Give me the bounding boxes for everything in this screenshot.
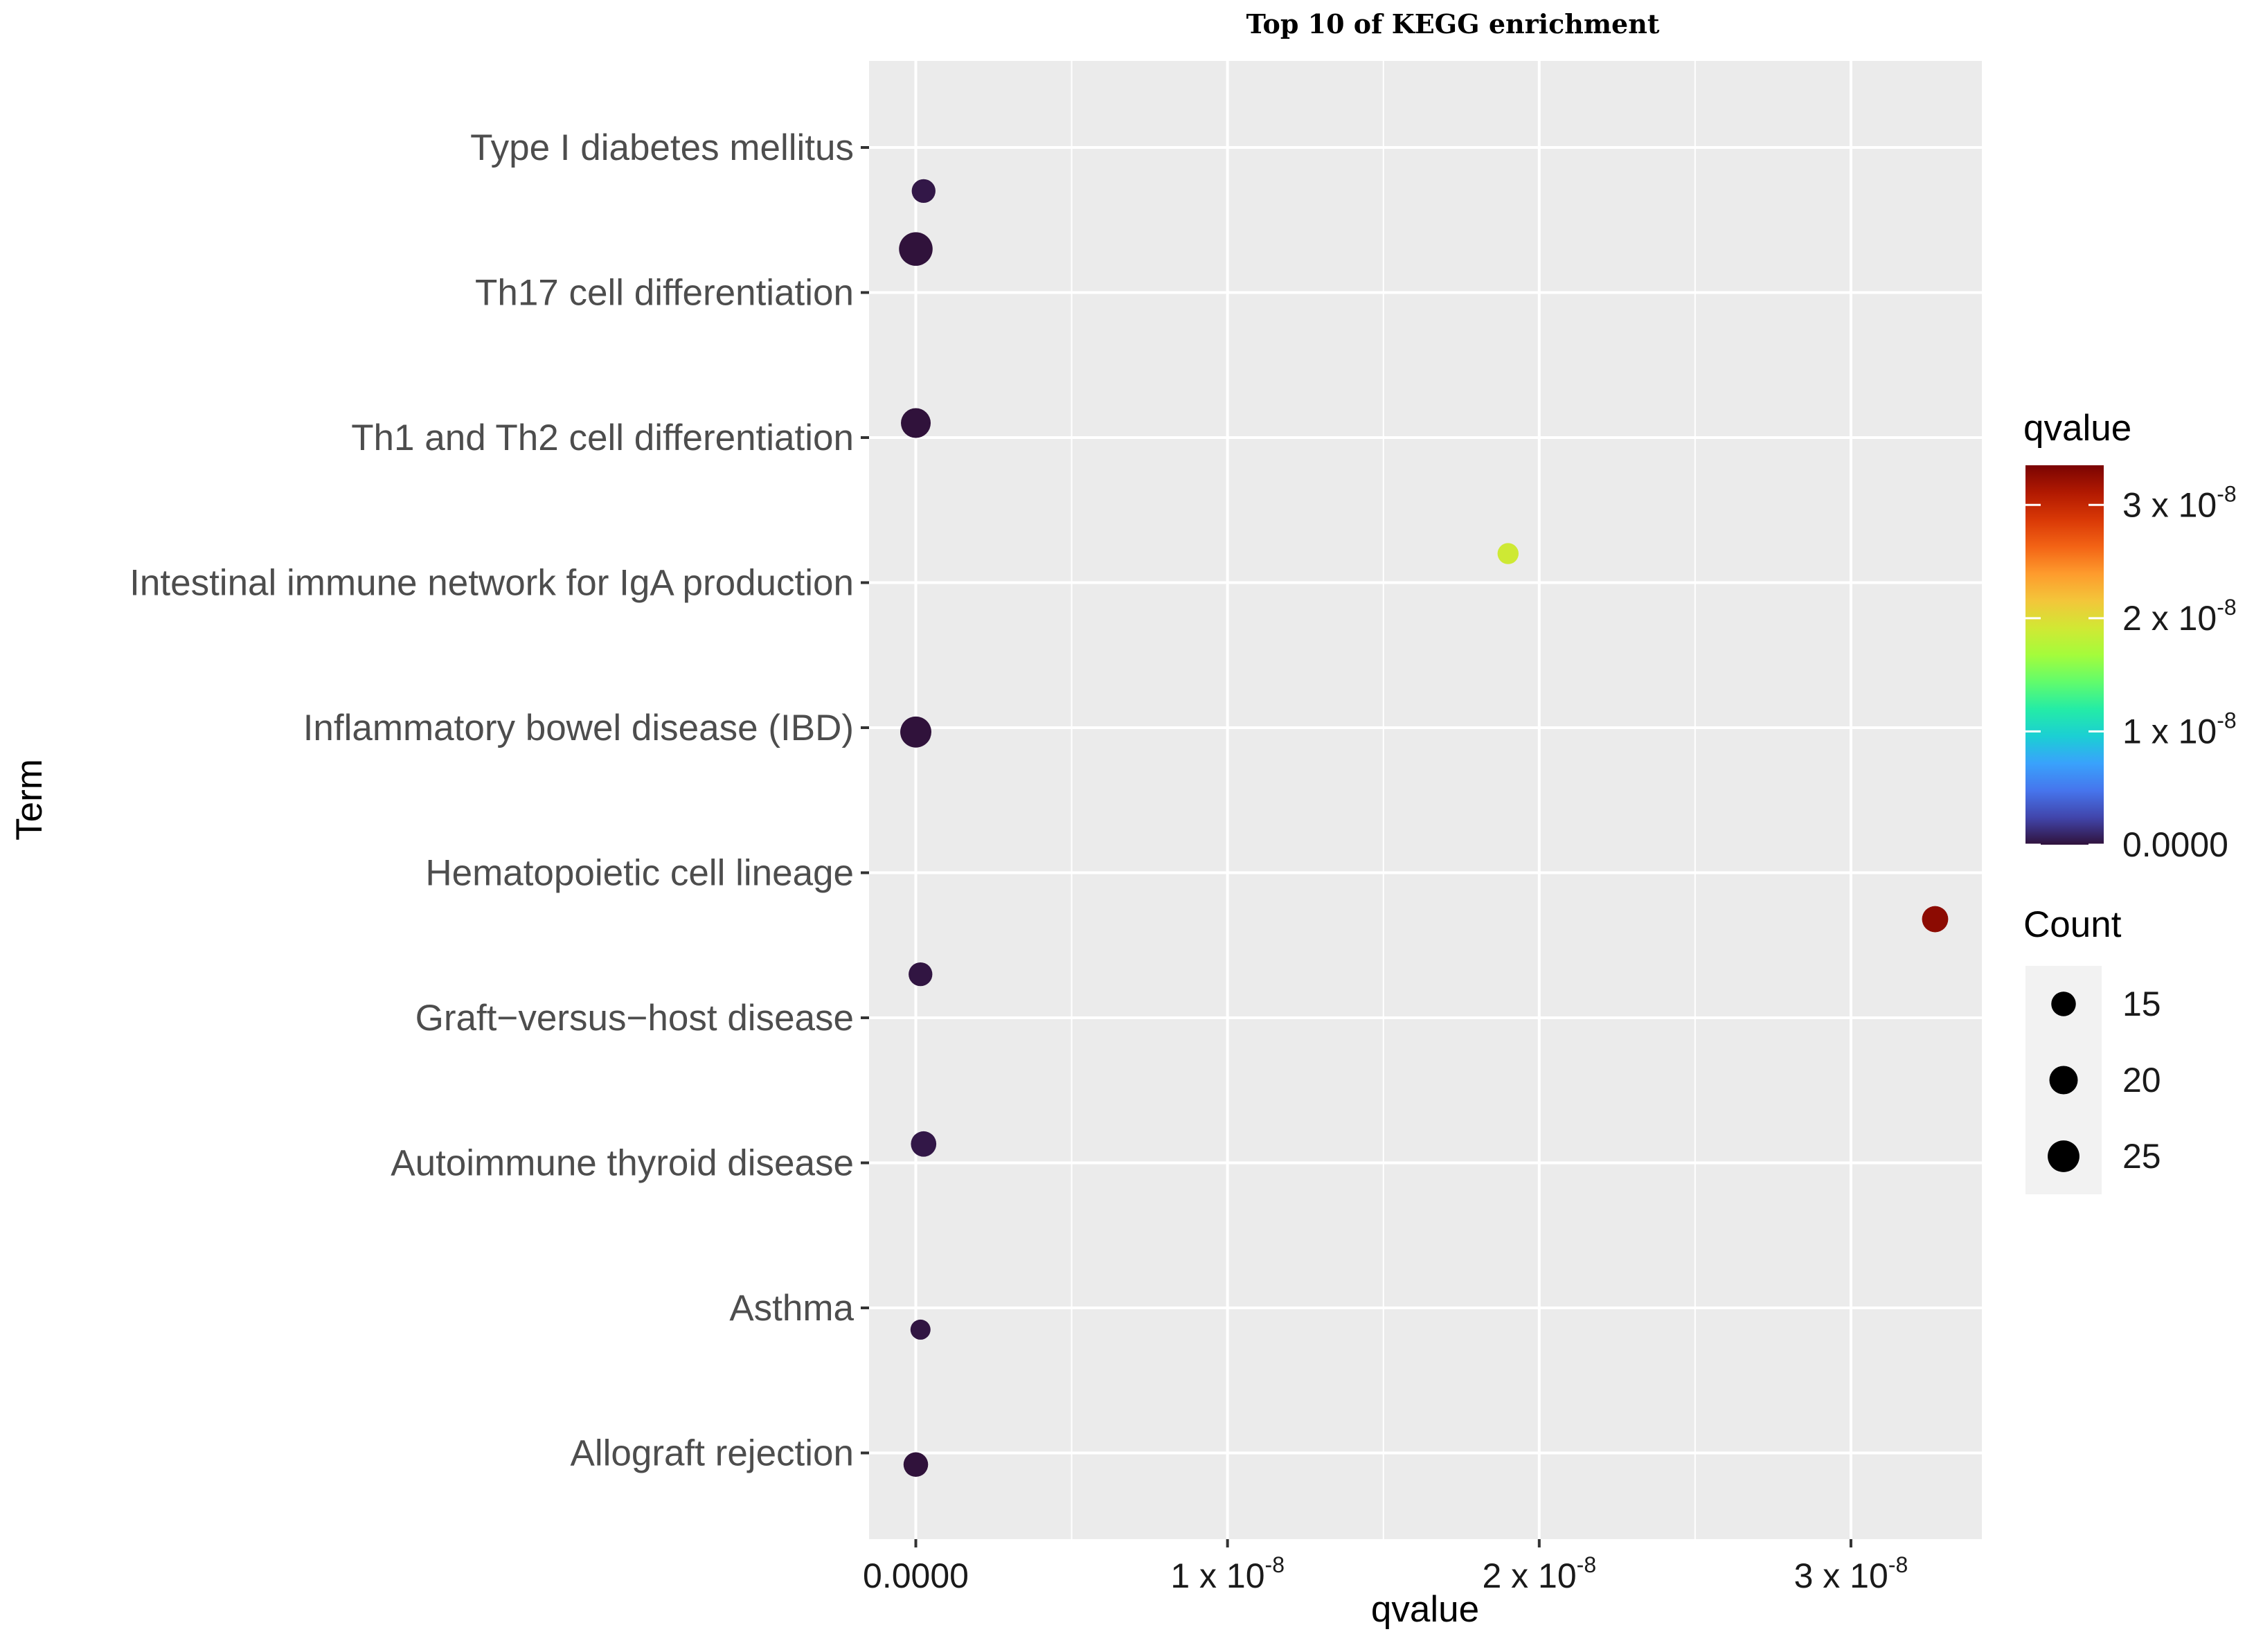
colorbar-tick-label: 3 x 10-8 xyxy=(2122,481,2237,524)
size-legend-label-25: 25 xyxy=(2122,1137,2161,1176)
size-legend-dot-25 xyxy=(2048,1140,2079,1172)
point-allograft-rejection xyxy=(903,1452,929,1478)
y-tick-label-type-i-diabetes-mellitus: Type I diabetes mellitus xyxy=(470,127,854,168)
y-axis-title: Term xyxy=(9,759,50,841)
colorbar-tick-label-base: 1 x 10 xyxy=(2122,712,2217,751)
colorbar-tick-label: 1 x 10-8 xyxy=(2122,708,2237,751)
point-intestinal-immune-network-for-iga-production xyxy=(1497,543,1519,564)
x-tick-label-base: 0.0000 xyxy=(863,1556,969,1595)
y-tick-label-allograft-rejection: Allograft rejection xyxy=(571,1433,854,1474)
x-tick-label-base: 1 x 10 xyxy=(1170,1556,1264,1595)
data-points xyxy=(899,179,1949,1478)
size-legend-label-20: 20 xyxy=(2122,1061,2161,1099)
point-type-i-diabetes-mellitus xyxy=(911,179,936,204)
x-axis-title: qvalue xyxy=(1371,1589,1479,1630)
colorbar-tick-label-exponent: -8 xyxy=(2217,595,2236,620)
colorbar-tick-label-base: 0.0000 xyxy=(2122,825,2228,864)
x-tick-label-base: 3 x 10 xyxy=(1794,1556,1888,1595)
point-autoimmune-thyroid-disease xyxy=(911,1131,937,1157)
y-tick-label-graft-versus-host-disease: Graft−versus−host disease xyxy=(415,998,854,1039)
x-tick-label: 2 x 10-8 xyxy=(1482,1552,1596,1595)
x-tick-label: 0.0000 xyxy=(863,1556,969,1595)
point-asthma xyxy=(910,1319,931,1340)
point-hematopoietic-cell-lineage xyxy=(1922,906,1949,933)
y-axis-ticks: Type I diabetes mellitus Th17 cell differ… xyxy=(129,127,869,1474)
y-tick-label-th1-and-th2-cell-differentiation: Th1 and Th2 cell differentiation xyxy=(351,418,854,458)
chart-title: Top 10 of KEGG enrichment xyxy=(1246,8,1660,39)
y-tick-label-hematopoietic-cell-lineage: Hematopoietic cell lineage xyxy=(425,853,854,894)
y-tick-label-intestinal-immune-network-for-iga-production: Intestinal immune network for IgA produc… xyxy=(129,563,854,604)
y-tick-label-asthma: Asthma xyxy=(729,1288,854,1329)
colorbar-tick-label-exponent: -8 xyxy=(2217,481,2236,506)
colorbar-tick-label: 2 x 10-8 xyxy=(2122,595,2237,638)
color-legend-title: qvalue xyxy=(2023,408,2131,449)
x-tick-label-exponent: -8 xyxy=(1265,1552,1285,1577)
grid-lines xyxy=(869,61,1982,1539)
x-tick-label-exponent: -8 xyxy=(1577,1552,1596,1577)
point-th17-cell-differentiation xyxy=(899,232,933,266)
point-graft-versus-host-disease xyxy=(909,962,933,987)
y-tick-label-th17-cell-differentiation: Th17 cell differentiation xyxy=(475,273,854,314)
x-tick-label-exponent: -8 xyxy=(1888,1552,1908,1577)
size-legend-dot-15 xyxy=(2051,991,2076,1016)
x-tick-label: 3 x 10-8 xyxy=(1794,1552,1908,1595)
colorbar-tick-label-base: 2 x 10 xyxy=(2122,599,2217,638)
plot-panel xyxy=(869,61,1982,1539)
y-tick-label-autoimmune-thyroid-disease: Autoimmune thyroid disease xyxy=(391,1143,854,1184)
colorbar xyxy=(2025,465,2104,845)
colorbar-tick-label: 0.0000 xyxy=(2122,825,2228,864)
x-axis-ticks: 0.0000 1 x 10-8 2 x 10-8 3 x 10-8 xyxy=(863,1539,1908,1595)
size-legend-dot-20 xyxy=(2049,1066,2078,1095)
colorbar-tick-label-exponent: -8 xyxy=(2217,708,2236,733)
point-th1-and-th2-cell-differentiation xyxy=(901,408,931,438)
size-legend-label-15: 15 xyxy=(2122,985,2161,1023)
colorbar-tick-label-base: 3 x 10 xyxy=(2122,485,2217,524)
y-tick-label-inflammatory-bowel-disease-ibd: Inflammatory bowel disease (IBD) xyxy=(303,708,854,748)
x-tick-label-base: 2 x 10 xyxy=(1482,1556,1576,1595)
size-legend-entries: 15 20 25 xyxy=(2048,985,2161,1176)
size-legend-title: Count xyxy=(2023,904,2122,945)
x-tick-label: 1 x 10-8 xyxy=(1170,1552,1285,1595)
size-legend: Count 15 20 25 xyxy=(2023,904,2161,1194)
point-inflammatory-bowel-disease-ibd xyxy=(900,716,931,748)
